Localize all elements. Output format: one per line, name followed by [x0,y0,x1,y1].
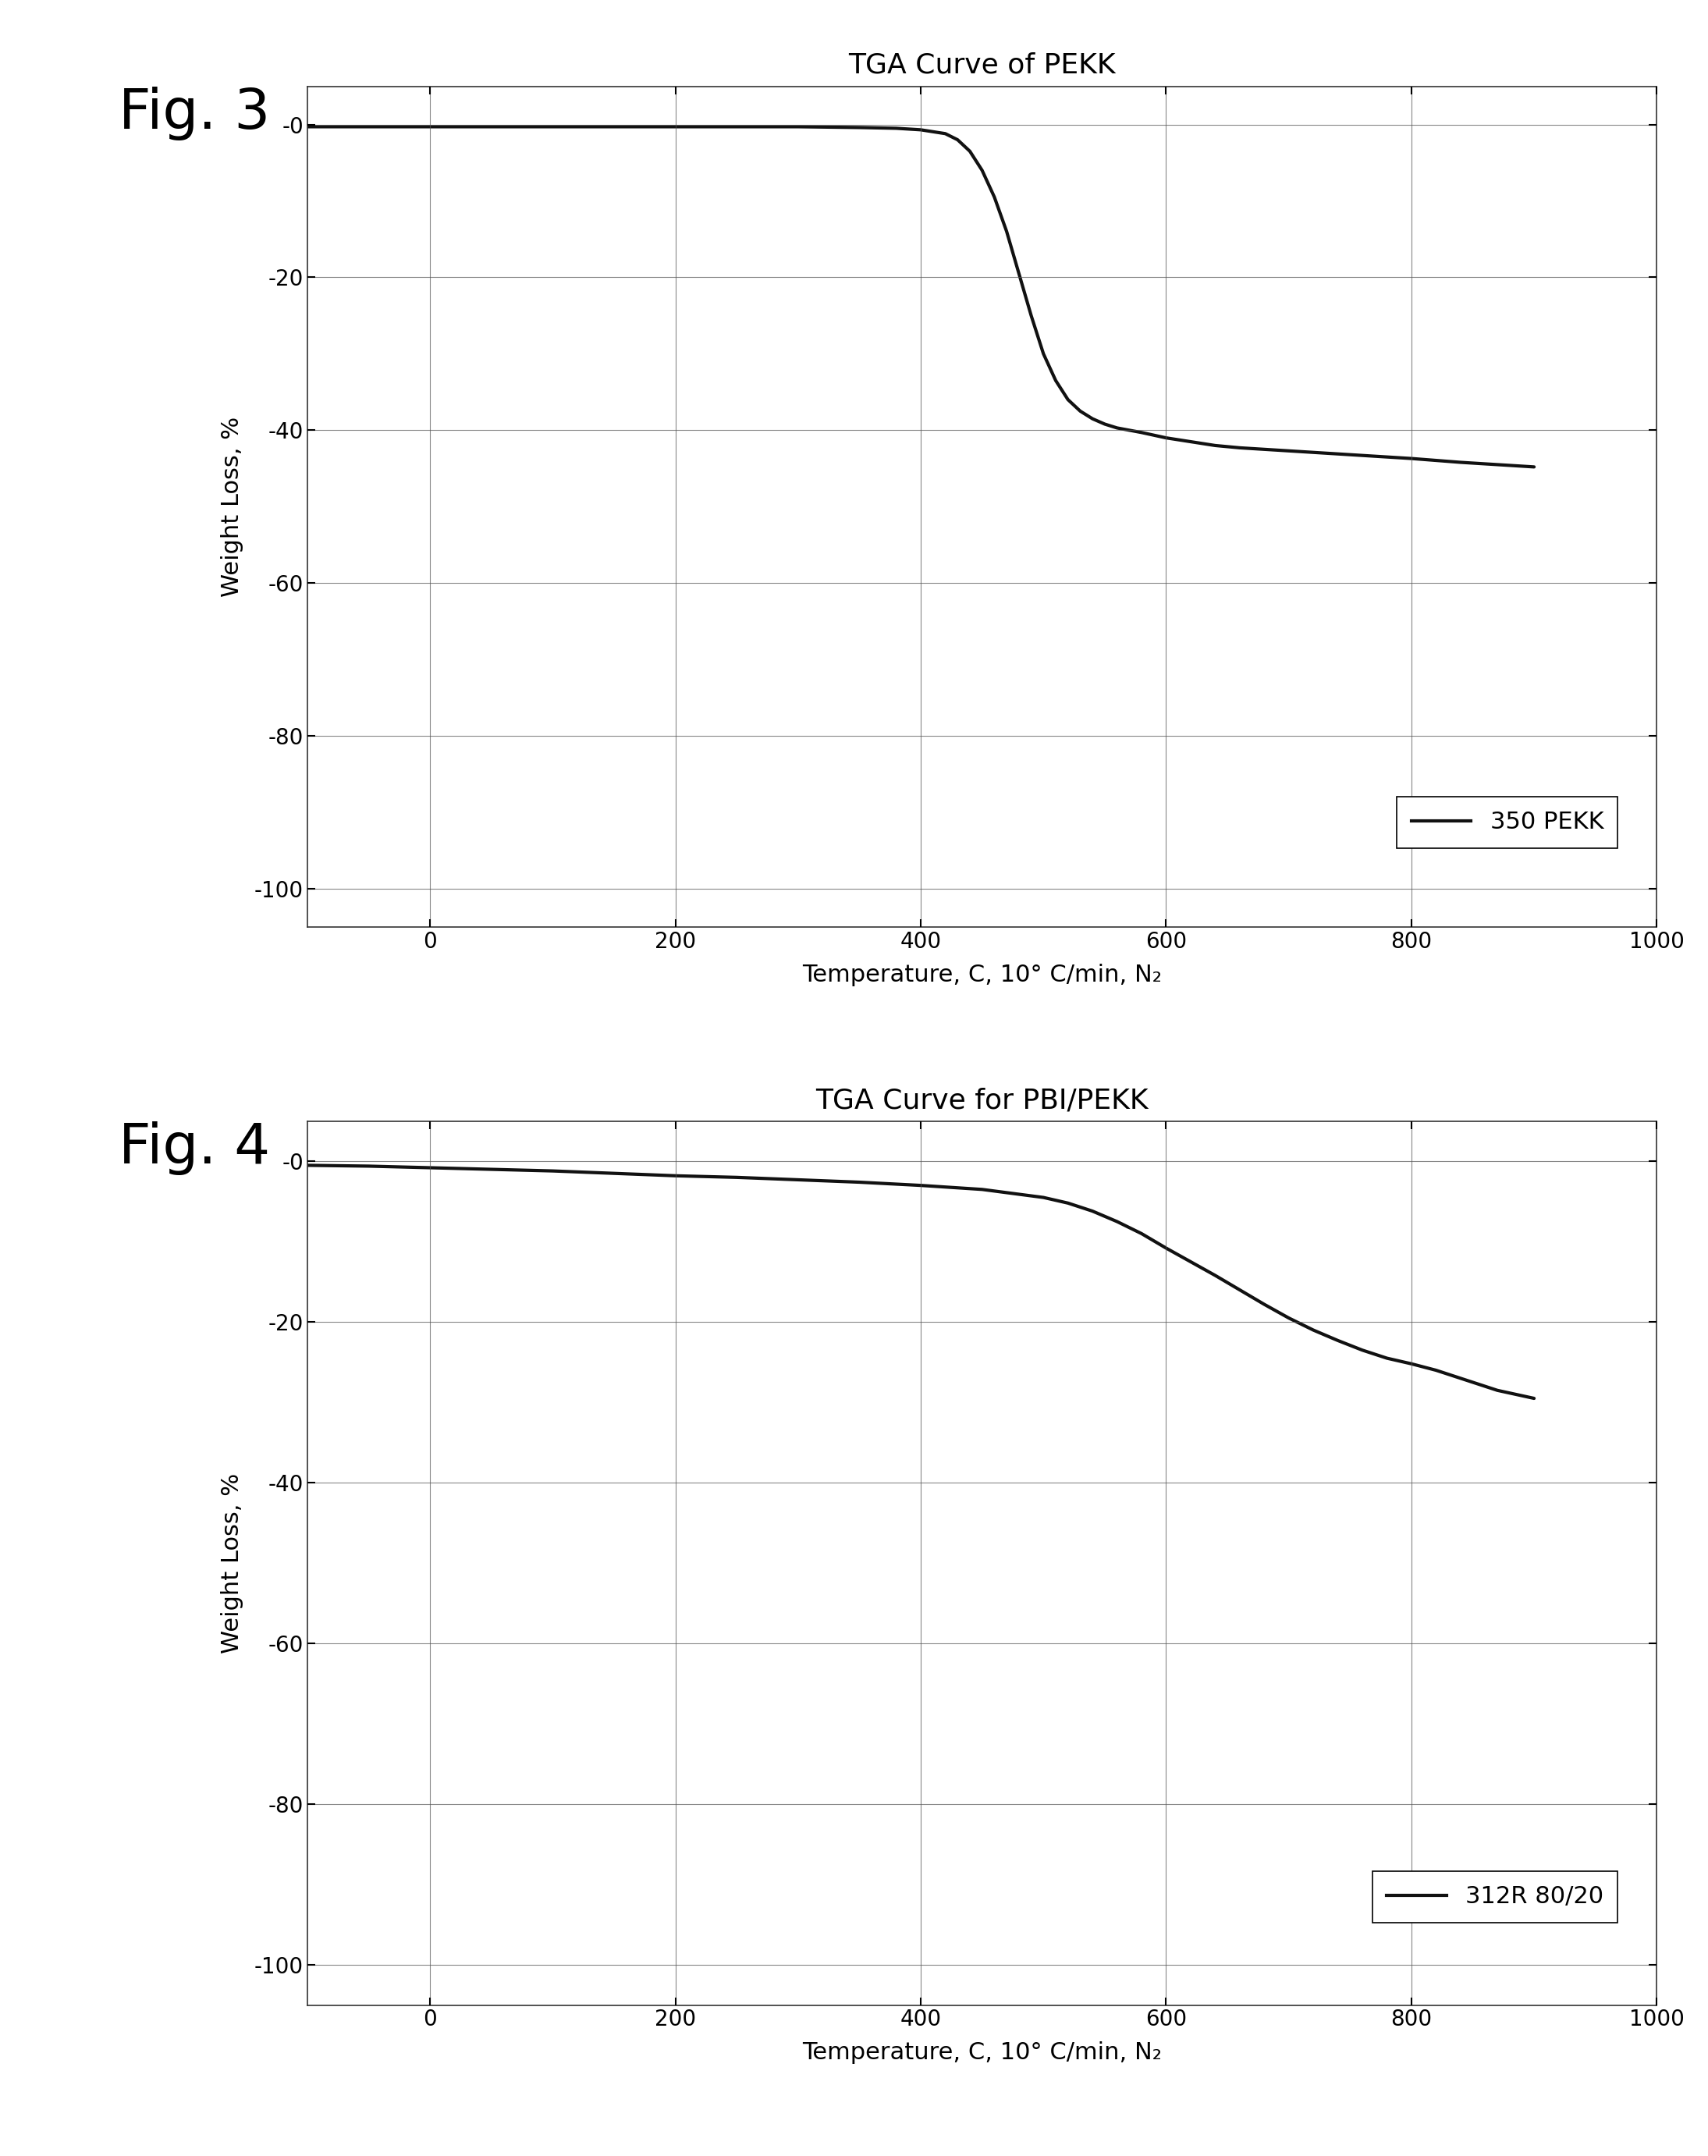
Text: Fig. 4: Fig. 4 [118,1121,270,1175]
Y-axis label: Weight Loss, %: Weight Loss, % [220,416,244,597]
Title: TGA Curve for PBI/PEKK: TGA Curve for PBI/PEKK [816,1087,1148,1115]
X-axis label: Temperature, C, 10° C/min, N₂: Temperature, C, 10° C/min, N₂ [803,964,1161,985]
Y-axis label: Weight Loss, %: Weight Loss, % [220,1473,244,1654]
X-axis label: Temperature, C, 10° C/min, N₂: Temperature, C, 10° C/min, N₂ [803,2042,1161,2063]
Legend: 312R 80/20: 312R 80/20 [1372,1871,1617,1923]
Title: TGA Curve of PEKK: TGA Curve of PEKK [849,52,1115,80]
Legend: 350 PEKK: 350 PEKK [1397,798,1617,847]
Text: Fig. 3: Fig. 3 [118,86,270,140]
